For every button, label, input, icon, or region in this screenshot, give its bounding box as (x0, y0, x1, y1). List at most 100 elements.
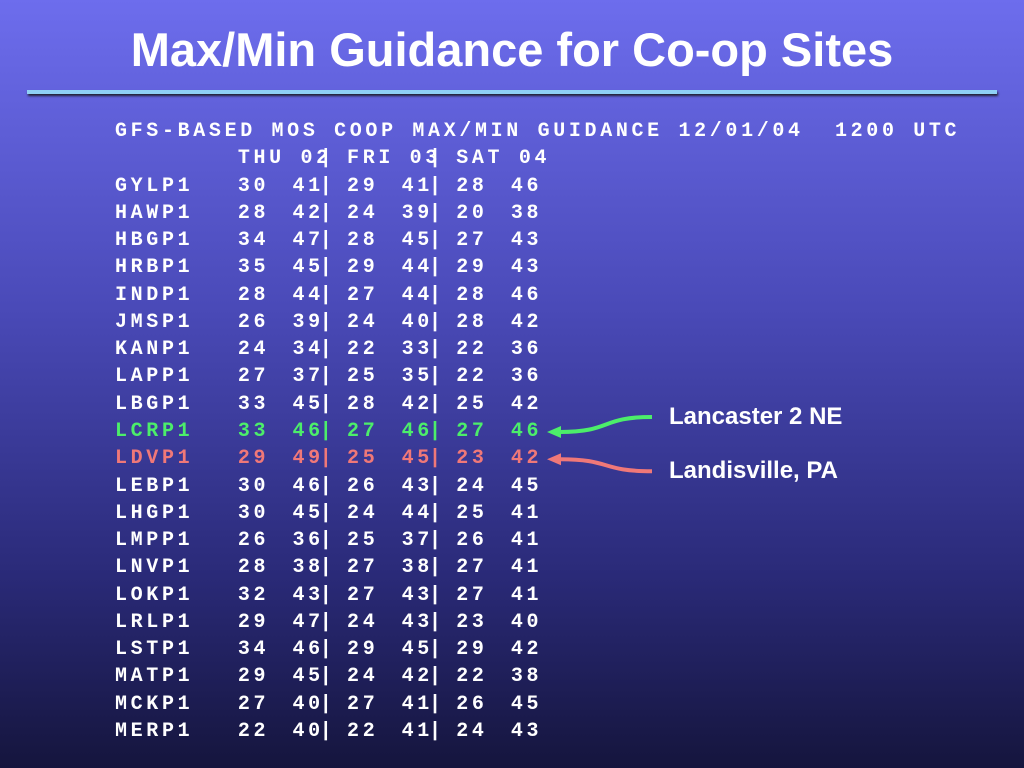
separator: | (319, 447, 336, 471)
separator: | (319, 638, 336, 662)
temperature: 44 (401, 283, 433, 307)
temperature: 29 (347, 256, 379, 280)
temperature: 45 (292, 392, 324, 416)
station: LAPP1 (115, 365, 194, 389)
temperature: 27 (456, 556, 488, 580)
temperature: 40 (401, 310, 433, 334)
temperature: 45 (292, 665, 324, 689)
separator: | (428, 392, 445, 416)
temperature: 24 (237, 338, 270, 362)
station: LBGP1 (115, 392, 194, 416)
temperature: 30 (237, 174, 270, 198)
separator: | (428, 310, 445, 334)
temperature: 24 (347, 665, 379, 689)
temperature: 29 (456, 638, 488, 662)
separator: | (319, 610, 336, 634)
temperature: 42 (510, 310, 543, 334)
temperature: 24 (456, 719, 488, 743)
station: JMSP1 (115, 310, 194, 334)
separator: | (319, 501, 336, 525)
separator: | (428, 365, 445, 389)
temperature: 46 (510, 174, 543, 198)
temperature: 27 (347, 419, 379, 443)
temperature: 41 (510, 583, 543, 607)
temperature: 41 (510, 501, 543, 525)
separator: | (319, 365, 336, 389)
temperature: 22 (347, 719, 379, 743)
separator: | (319, 201, 336, 225)
separator: | (428, 692, 445, 716)
temperature: 26 (456, 692, 488, 716)
station: KANP1 (115, 338, 194, 362)
station: INDP1 (115, 283, 194, 307)
temperature: 27 (456, 583, 488, 607)
separator: | (319, 474, 336, 498)
title-rule (27, 90, 997, 94)
temperature: 40 (510, 610, 543, 634)
temperature: 46 (292, 474, 324, 498)
station: MERP1 (115, 719, 194, 743)
temperature: 44 (401, 256, 433, 280)
temperature: 41 (401, 719, 433, 743)
temperature: 28 (456, 310, 488, 334)
temperature: 29 (347, 174, 379, 198)
temperature: 23 (456, 447, 488, 471)
temperature: 25 (347, 447, 379, 471)
station: LRLP1 (115, 610, 194, 634)
temperature: 42 (401, 665, 433, 689)
temperature: 29 (237, 665, 270, 689)
temperature: 36 (292, 529, 324, 553)
temperature: 41 (401, 692, 433, 716)
separator: | (428, 174, 445, 198)
station: MCKP1 (115, 692, 194, 716)
temperature: 43 (401, 474, 433, 498)
temperature: 46 (510, 283, 543, 307)
separator: | (428, 665, 445, 689)
temperature: 24 (347, 501, 379, 525)
temperature: 33 (237, 392, 270, 416)
temperature: 34 (237, 638, 270, 662)
separator: | (428, 474, 445, 498)
station: LDVP1 (115, 447, 194, 471)
separator: | (428, 556, 445, 580)
temperature: 25 (347, 529, 379, 553)
temperature: 27 (456, 229, 488, 253)
temperature: 43 (510, 719, 543, 743)
separator: | (428, 719, 445, 743)
temperature: 43 (401, 610, 433, 634)
temperature: 22 (456, 338, 488, 362)
station: LHGP1 (115, 501, 194, 525)
temperature: 32 (237, 583, 270, 607)
separator: | (428, 501, 445, 525)
station: MATP1 (115, 665, 194, 689)
temperature: 28 (237, 201, 270, 225)
arrow-head (547, 425, 561, 438)
temperature: 45 (401, 447, 433, 471)
separator: | (428, 201, 445, 225)
title: Max/Min Guidance for Co-op Sites (130, 23, 894, 76)
separator: | (428, 638, 445, 662)
temperature: 38 (510, 665, 543, 689)
bulletin-header: GFS-BASED MOS COOP MAX/MIN GUIDANCE 12/0… (115, 120, 961, 143)
station: LMPP1 (115, 529, 194, 553)
temperature: 43 (510, 229, 543, 253)
separator: | (319, 174, 336, 198)
station: LOKP1 (115, 583, 194, 607)
temperature: 41 (510, 529, 543, 553)
temperature: 24 (347, 610, 379, 634)
temperature: 22 (347, 338, 379, 362)
station: HAWP1 (115, 201, 194, 225)
temperature: 36 (510, 365, 543, 389)
separator: | (428, 147, 445, 171)
temperature: 28 (237, 283, 270, 307)
temperature: 40 (292, 719, 324, 743)
temperature: 28 (456, 283, 488, 307)
arrow (559, 414, 653, 434)
temperature: 45 (292, 501, 324, 525)
temperature: 29 (237, 447, 270, 471)
temperature: 30 (237, 474, 270, 498)
temperature: 22 (456, 365, 488, 389)
separator: | (319, 147, 336, 171)
station-note: Landisville, PA (669, 457, 838, 485)
